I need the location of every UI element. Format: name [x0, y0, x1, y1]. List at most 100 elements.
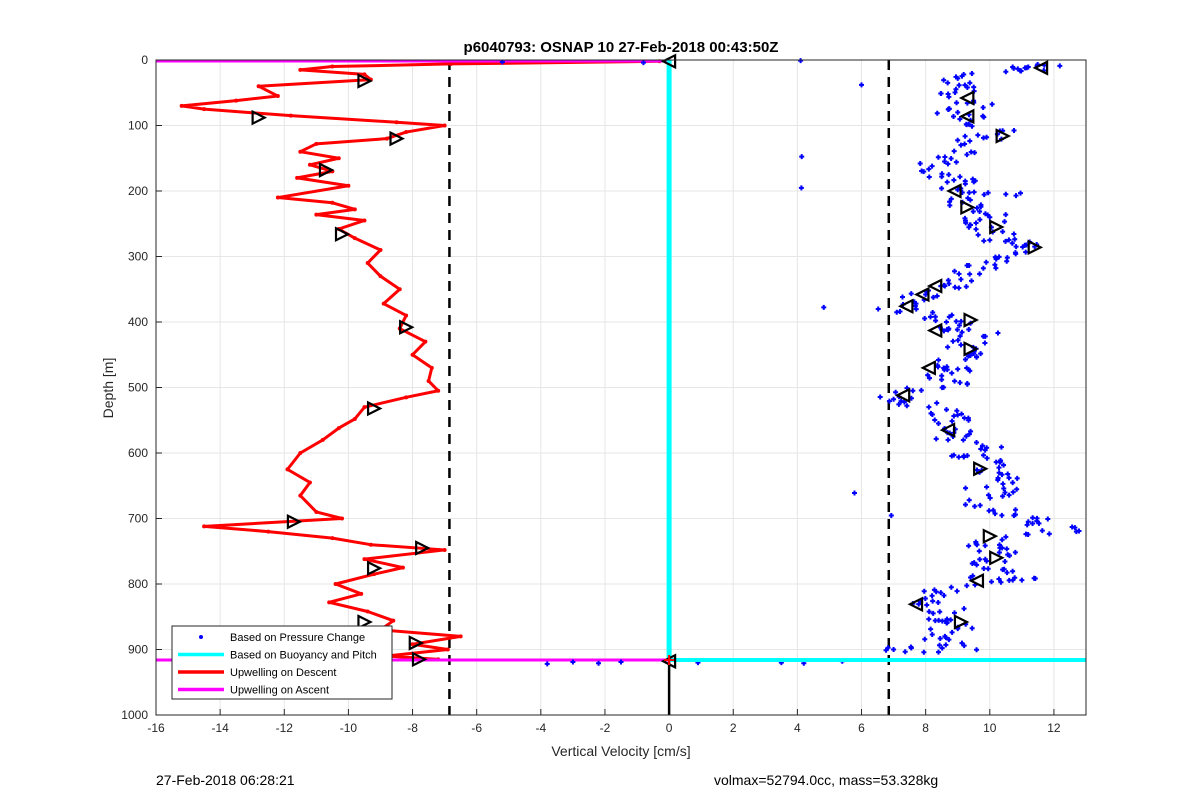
legend-box — [171, 625, 393, 700]
direction-triangle-marker — [251, 109, 268, 126]
footer-timestamp: 27-Feb-2018 06:28:21 — [156, 772, 295, 788]
y-tick-label: 900 — [128, 643, 148, 657]
pressure-point — [954, 327, 960, 333]
legend-label: Based on Buoyancy and Pitch — [230, 650, 377, 662]
x-tick-label: -6 — [471, 721, 482, 735]
pressure-point — [1014, 475, 1020, 481]
pressure-point — [1002, 558, 1008, 564]
pressure-point — [934, 293, 940, 299]
pressure-point — [821, 304, 827, 310]
direction-triangle-marker — [920, 360, 936, 376]
pressure-point — [955, 109, 961, 115]
pressure-point — [959, 329, 965, 335]
descent-point — [378, 247, 383, 252]
pressure-point — [946, 281, 952, 287]
descent-point — [340, 516, 344, 521]
pressure-point — [998, 444, 1004, 450]
descent-point — [336, 426, 341, 431]
pressure-point — [946, 637, 952, 643]
pressure-point — [1012, 236, 1018, 242]
direction-triangle-marker — [907, 596, 924, 613]
direction-triangle-marker — [334, 226, 351, 243]
descent-point — [365, 609, 370, 614]
pressure-point — [951, 413, 957, 419]
pressure-point — [970, 176, 976, 182]
pressure-point — [1039, 528, 1045, 534]
pressure-point — [977, 271, 983, 277]
pressure-point — [939, 385, 945, 391]
pressure-point — [969, 123, 975, 129]
pressure-point — [922, 316, 928, 322]
direction-triangle-marker — [953, 614, 970, 630]
pressure-point — [926, 174, 932, 180]
pressure-point — [967, 222, 973, 228]
descent-point — [320, 437, 325, 442]
pressure-point — [896, 401, 902, 407]
pressure-point — [951, 148, 957, 154]
pressure-point — [1004, 258, 1010, 264]
pressure-point — [959, 411, 965, 417]
direction-triangle-marker — [960, 199, 976, 216]
pressure-point — [951, 452, 957, 458]
pressure-point — [967, 271, 973, 277]
direction-triangle-marker — [399, 319, 415, 336]
pressure-point — [947, 199, 953, 205]
pressure-point — [968, 278, 974, 284]
pressure-point — [961, 415, 967, 421]
descent-point — [359, 591, 364, 596]
descent-point — [266, 529, 271, 534]
pressure-point — [957, 380, 963, 386]
pressure-point — [944, 327, 950, 333]
descent-point — [365, 261, 370, 266]
pressure-point — [957, 174, 963, 180]
descent-point — [362, 405, 367, 410]
pressure-point — [1032, 576, 1038, 582]
legend-label: Upwelling on Descent — [230, 667, 336, 679]
pressure-point — [935, 421, 941, 427]
pressure-point — [927, 375, 933, 381]
pressure-point — [1010, 568, 1016, 574]
direction-triangle-marker — [968, 572, 985, 589]
pressure-point — [1000, 481, 1006, 487]
pressure-point — [996, 470, 1002, 476]
pressure-point — [973, 220, 979, 226]
pressure-point — [798, 185, 804, 191]
direction-triangle-marker — [989, 550, 1005, 566]
pressure-point — [1025, 64, 1031, 70]
pressure-point — [1003, 191, 1009, 197]
pressure-point — [964, 152, 970, 158]
pressure-point — [952, 284, 958, 290]
direction-triangle-marker — [973, 460, 989, 477]
legend-label: Upwelling on Ascent — [230, 685, 329, 697]
pressure-point — [935, 154, 941, 160]
pressure-point — [1006, 577, 1012, 583]
pressure-point — [943, 319, 949, 325]
pressure-point — [976, 548, 982, 554]
pressure-point — [970, 573, 976, 579]
buoyancy-series — [666, 60, 1086, 662]
pressure-point — [996, 465, 1002, 471]
pressure-point — [941, 77, 947, 83]
pressure-point — [953, 318, 959, 324]
pressure-point — [919, 168, 925, 174]
pressure-point — [955, 137, 961, 143]
x-tick-label: -2 — [600, 721, 611, 735]
pressure-point — [966, 327, 972, 333]
pressure-point — [952, 268, 958, 274]
direction-triangle-marker — [913, 286, 930, 303]
pressure-point — [1000, 493, 1006, 499]
pressure-point — [964, 380, 970, 386]
pressure-point — [570, 659, 576, 665]
pressure-point — [951, 114, 957, 120]
pressure-point — [988, 579, 994, 585]
direction-triangle-marker — [408, 635, 425, 651]
pressure-point — [950, 338, 956, 344]
direction-triangle-marker — [357, 73, 373, 89]
pressure-point — [913, 306, 919, 312]
pressure-point — [966, 497, 972, 503]
direction-triangle-marker — [939, 422, 956, 438]
pressure-point — [966, 190, 972, 196]
pressure-point — [945, 80, 951, 86]
direction-triangle-marker — [995, 128, 1012, 144]
pressure-point — [1003, 534, 1009, 540]
